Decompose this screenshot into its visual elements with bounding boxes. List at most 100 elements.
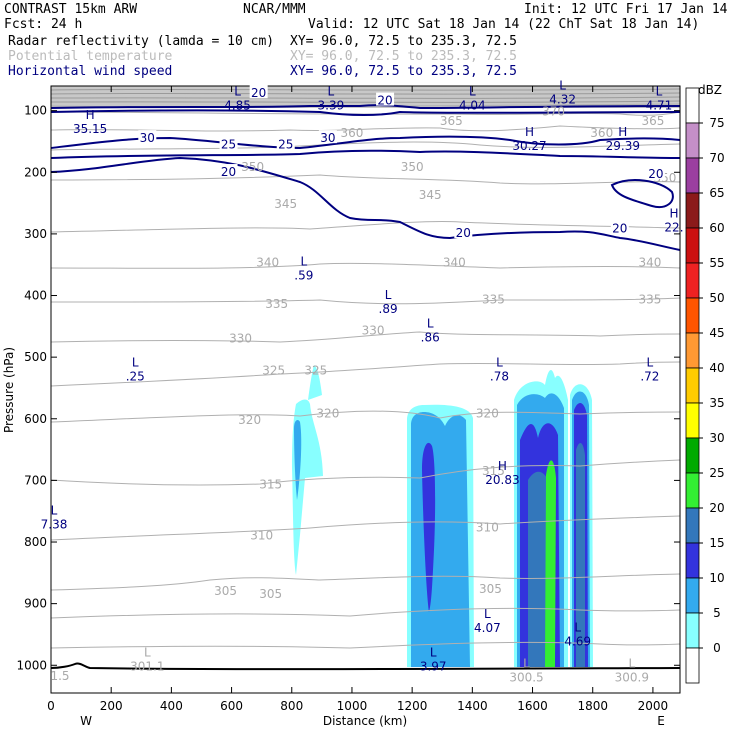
theta-contour-label: 320 (316, 407, 339, 421)
theta-contour-label: 340 (638, 256, 661, 270)
colorbar-swatch (685, 122, 700, 159)
extremum-value: 1.5 (50, 669, 69, 683)
x-tick-label: 1800 (577, 699, 608, 713)
theta-310 (51, 515, 680, 541)
wind-20-upper-2 (51, 109, 680, 116)
theta-contour-label: 345 (274, 197, 297, 211)
wind-contour-label: 25 (278, 137, 293, 151)
theta-contour-label: 315 (259, 477, 282, 491)
colorbar-label: 25 (709, 466, 724, 480)
extremum-marker: H (669, 207, 678, 221)
theta-contour-label: 365 (440, 114, 463, 128)
echo-cell-a-mid (411, 412, 470, 667)
theta-contour-label: 365 (641, 114, 664, 128)
colorbar-label: 15 (709, 536, 724, 550)
extremum-value: 300.5 (509, 670, 543, 684)
extremum-value: 4.04 (459, 99, 486, 113)
theta-contour-label: 360 (341, 126, 364, 140)
surface-terrain (50, 662, 681, 671)
extremum-value: .72 (640, 370, 659, 384)
extremum-marker: L (300, 255, 307, 269)
wind-20-loop (610, 179, 674, 208)
theta-contour-label: 325 (304, 363, 327, 377)
theta-contour-label: 305 (479, 582, 502, 596)
x-axis-label: Distance (km) (323, 714, 407, 728)
theta-contour-label: 340 (256, 256, 279, 270)
wind-label-bg (219, 164, 238, 178)
extremum-value: .78 (490, 370, 509, 384)
theta-contour-label: 335 (638, 293, 661, 307)
extremum-marker: L (647, 356, 654, 370)
wind-label-bg (249, 85, 268, 99)
extremum-value: .25 (126, 370, 145, 384)
colorbar-label: 30 (709, 431, 724, 445)
theta-contour-label: 350 (401, 160, 424, 174)
theta-contour-label: 360 (590, 126, 613, 140)
field-reflectivity-xy: XY= 96.0, 72.5 to 235.3, 72.5 (290, 34, 517, 49)
wind-contour-label: 25 (221, 137, 236, 151)
extremum-value: .86 (421, 330, 440, 344)
theta-305 (51, 573, 680, 591)
x-axis-east: E (657, 714, 665, 728)
extremum-marker: L (484, 607, 491, 621)
reflectivity-shading (292, 365, 593, 667)
theta-360 (51, 125, 680, 132)
extremum-marker: L (574, 621, 581, 635)
y-tick-label: 1000 (16, 658, 47, 672)
theta-contour-label: 315 (482, 464, 505, 478)
extremum-marker: L (234, 85, 241, 99)
wind-contour-label: 20 (377, 94, 392, 108)
field-theta-xy: XY= 96.0, 72.5 to 235.3, 72.5 (290, 49, 517, 64)
y-tick-label: 400 (24, 289, 47, 303)
theta-contour-label: 310 (476, 521, 499, 535)
extremum-value: 30.27 (512, 139, 546, 153)
colorbar-label: 70 (709, 151, 724, 165)
wind-25 (51, 149, 680, 159)
extremum-marker: H (618, 125, 627, 139)
theta-330 (51, 331, 680, 343)
echo-cell-b-peak (545, 460, 556, 667)
x-tick-label: 0 (47, 699, 55, 713)
x-tick-label: 800 (280, 699, 303, 713)
wind-label-bg (219, 136, 238, 150)
colorbar-swatch (685, 542, 700, 579)
extrema-labels: L4.85L3.39L4.04L4.32L4.71H35.15H30.27H29… (41, 78, 684, 684)
theta-contour-label: 310 (250, 529, 273, 543)
extremum-value: 7.38 (41, 518, 68, 532)
field-wind-xy: XY= 96.0, 72.5 to 235.3, 72.5 (290, 64, 517, 79)
wind-contour-label: 30 (320, 131, 335, 145)
theta-320 (51, 410, 680, 423)
x-axis-west: W (80, 714, 92, 728)
model-title: CONTRAST 15km ARW (4, 2, 137, 17)
wind-30 (51, 135, 680, 150)
extremum-marker: L (144, 645, 151, 659)
extremum-marker: L (132, 356, 139, 370)
wind-20-mid (51, 156, 680, 251)
theta-325 (51, 361, 680, 387)
colorbar-label: 60 (709, 221, 724, 235)
wind-label-bg (376, 92, 395, 106)
colorbar-swatch (685, 612, 700, 649)
theta-contour-label: 330 (362, 323, 385, 337)
theta-340 (51, 262, 680, 269)
theta-303 (51, 607, 680, 619)
y-axis-label: Pressure (hPa) (2, 347, 16, 433)
colorbar-swatch (685, 157, 700, 194)
extremum-marker: L (629, 656, 636, 670)
x-tick-label: 1200 (397, 699, 428, 713)
theta-315 (51, 459, 680, 486)
y-tick-label: 100 (24, 104, 47, 118)
theta-contour-label: 325 (262, 363, 285, 377)
upper-band-lines (51, 88, 680, 103)
forecast-hour: Fcst: 24 h (4, 17, 82, 32)
init-time: Init: 12 UTC Fri 17 Jan 14 (524, 2, 728, 17)
colorbar-label: 50 (709, 291, 724, 305)
extremum-value: 4.69 (564, 635, 591, 649)
theta-contour-label: 330 (229, 331, 252, 345)
theta-contour-label: 320 (238, 413, 261, 427)
extremum-value: .89 (379, 302, 398, 316)
theta-365 (51, 111, 680, 116)
extremum-marker: L (328, 85, 335, 99)
